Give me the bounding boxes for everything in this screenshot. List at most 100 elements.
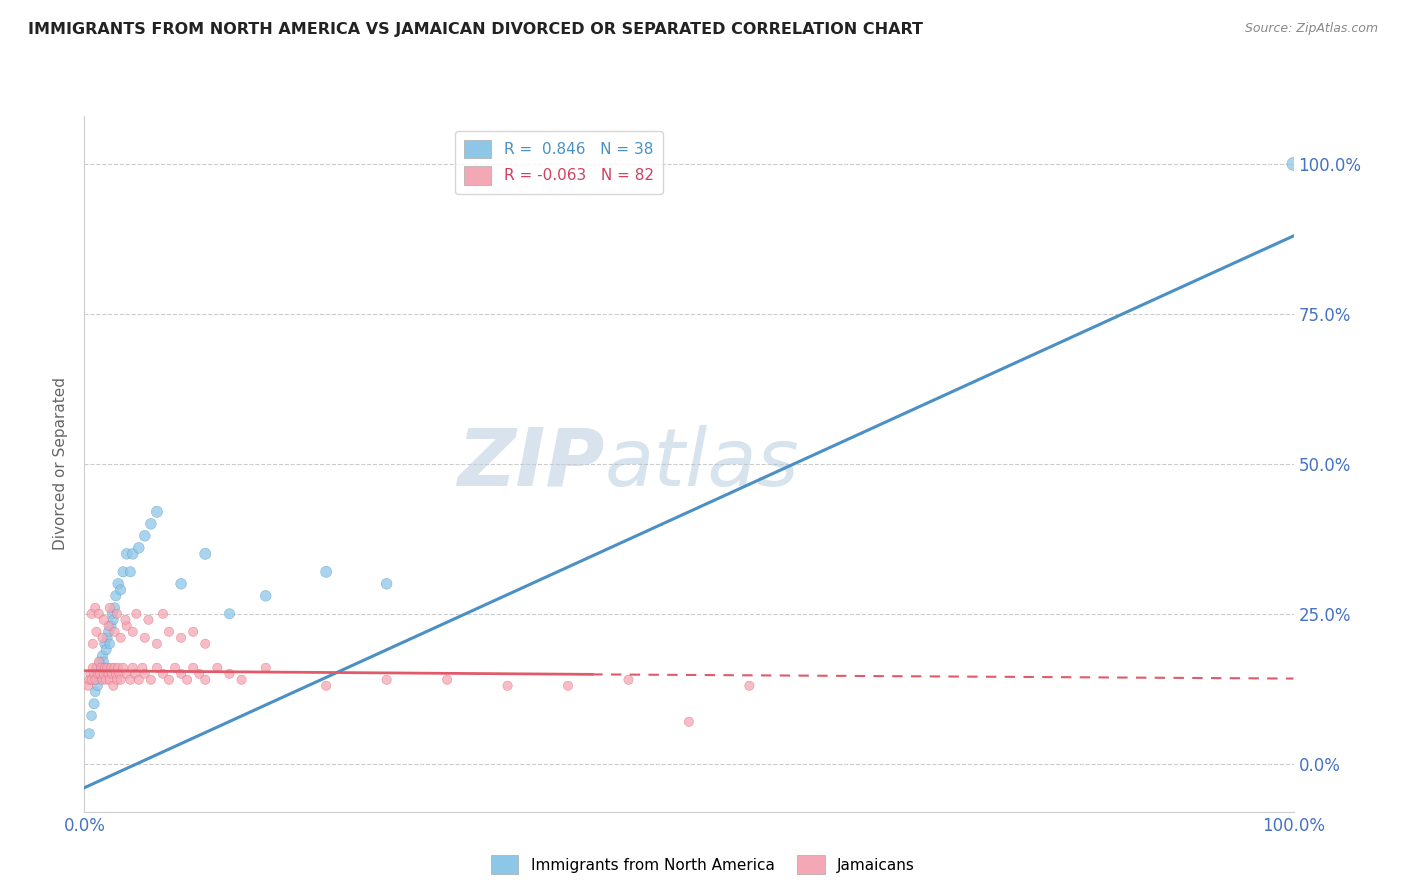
Point	[89, 655, 111, 669]
Point	[100, 619, 122, 633]
Point	[110, 582, 132, 597]
Point	[139, 673, 162, 687]
Point	[104, 589, 127, 603]
Point	[165, 661, 187, 675]
Point	[254, 661, 277, 675]
Point	[110, 673, 132, 687]
Point	[93, 666, 115, 681]
Point	[738, 679, 761, 693]
Point	[80, 708, 103, 723]
Point	[170, 666, 193, 681]
Point	[181, 624, 204, 639]
Y-axis label: Divorced or Separated: Divorced or Separated	[53, 377, 69, 550]
Point	[104, 624, 127, 639]
Point	[80, 607, 103, 621]
Point	[124, 666, 146, 681]
Point	[207, 661, 229, 675]
Point	[97, 619, 120, 633]
Point	[134, 631, 156, 645]
Point	[112, 565, 135, 579]
Point	[83, 666, 105, 681]
Point	[80, 673, 103, 687]
Point	[114, 613, 136, 627]
Point	[94, 637, 117, 651]
Point	[218, 666, 240, 681]
Point	[128, 541, 150, 555]
Point	[107, 661, 129, 675]
Point	[108, 666, 131, 681]
Point	[105, 607, 128, 621]
Point	[134, 529, 156, 543]
Point	[115, 619, 138, 633]
Point	[138, 613, 160, 627]
Point	[315, 565, 337, 579]
Point	[1282, 157, 1305, 171]
Point	[104, 661, 127, 675]
Legend: Immigrants from North America, Jamaicans: Immigrants from North America, Jamaicans	[485, 849, 921, 880]
Point	[110, 631, 132, 645]
Point	[93, 655, 115, 669]
Point	[120, 565, 142, 579]
Point	[436, 673, 458, 687]
Point	[152, 666, 174, 681]
Point	[188, 666, 211, 681]
Point	[89, 666, 111, 681]
Point	[96, 631, 118, 645]
Point	[146, 505, 169, 519]
Point	[115, 666, 138, 681]
Point	[103, 679, 125, 693]
Point	[91, 673, 114, 687]
Point	[170, 631, 193, 645]
Point	[112, 661, 135, 675]
Point	[104, 666, 127, 681]
Point	[121, 547, 143, 561]
Point	[103, 613, 125, 627]
Point	[375, 576, 398, 591]
Point	[94, 673, 117, 687]
Point	[254, 589, 277, 603]
Point	[678, 714, 700, 729]
Point	[82, 637, 104, 651]
Point	[91, 631, 114, 645]
Point	[375, 673, 398, 687]
Point	[557, 679, 579, 693]
Point	[97, 666, 120, 681]
Point	[84, 685, 107, 699]
Text: Source: ZipAtlas.com: Source: ZipAtlas.com	[1244, 22, 1378, 36]
Point	[77, 727, 100, 741]
Point	[104, 600, 127, 615]
Point	[90, 661, 112, 675]
Point	[131, 661, 153, 675]
Point	[115, 547, 138, 561]
Point	[176, 673, 198, 687]
Point	[157, 673, 180, 687]
Point	[194, 547, 217, 561]
Point	[107, 576, 129, 591]
Point	[87, 666, 110, 681]
Point	[121, 624, 143, 639]
Point	[121, 661, 143, 675]
Point	[170, 576, 193, 591]
Point	[94, 642, 117, 657]
Point	[146, 661, 169, 675]
Point	[98, 600, 121, 615]
Point	[93, 613, 115, 627]
Point	[82, 661, 104, 675]
Point	[87, 655, 110, 669]
Point	[90, 661, 112, 675]
Point	[194, 673, 217, 687]
Point	[100, 661, 122, 675]
Point	[94, 661, 117, 675]
Point	[120, 673, 142, 687]
Point	[315, 679, 337, 693]
Point	[98, 673, 121, 687]
Point	[83, 697, 105, 711]
Legend: R =  0.846   N = 38, R = -0.063   N = 82: R = 0.846 N = 38, R = -0.063 N = 82	[454, 130, 662, 194]
Point	[97, 624, 120, 639]
Point	[139, 516, 162, 531]
Point	[134, 666, 156, 681]
Point	[86, 624, 108, 639]
Point	[79, 666, 101, 681]
Point	[101, 607, 124, 621]
Point	[91, 648, 114, 663]
